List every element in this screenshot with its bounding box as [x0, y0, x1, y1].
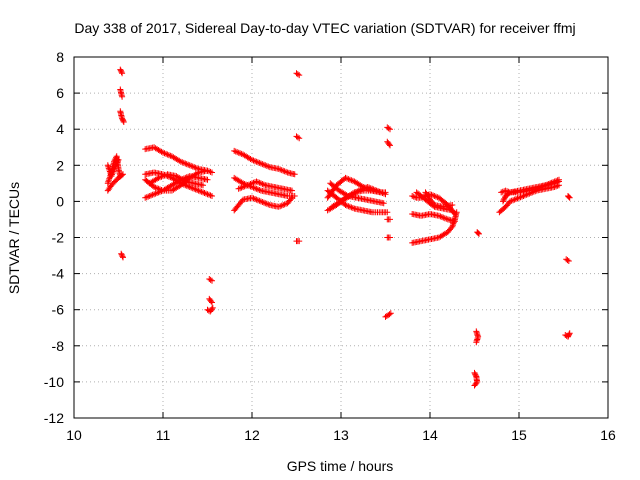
- y-tick-label: -2: [52, 230, 65, 246]
- data-series-ffmj: [104, 66, 573, 389]
- y-tick-label: 8: [56, 49, 64, 65]
- data-point-cluster: [117, 66, 126, 77]
- data-point-cluster: [104, 156, 122, 180]
- data-point-cluster: [384, 216, 393, 223]
- y-tick-label: -12: [44, 410, 64, 426]
- y-tick-label: 4: [56, 121, 64, 137]
- data-point-cluster: [104, 171, 126, 194]
- data-point-cluster: [382, 310, 394, 320]
- data-point-cluster: [231, 147, 298, 178]
- data-point-cluster: [293, 133, 303, 142]
- data-point-cluster: [422, 189, 456, 210]
- y-tick-label: -6: [52, 302, 65, 318]
- y-tick-label: 2: [56, 157, 64, 173]
- data-point-cluster: [293, 238, 303, 245]
- data-point-cluster: [384, 124, 393, 133]
- data-point-cluster: [471, 369, 481, 389]
- x-tick-label: 11: [156, 427, 171, 443]
- data-point-cluster: [474, 229, 482, 237]
- data-point-cluster: [231, 194, 295, 214]
- data-point-cluster: [206, 276, 215, 284]
- data-point-cluster: [146, 171, 206, 189]
- data-point-cluster: [563, 256, 572, 264]
- data-point-cluster: [384, 138, 393, 149]
- y-tick-label: 6: [56, 85, 64, 101]
- data-point-cluster: [293, 70, 303, 79]
- data-point-cluster: [327, 180, 387, 207]
- data-point-cluster: [235, 178, 295, 194]
- grid: [74, 57, 608, 418]
- data-point-cluster: [384, 234, 393, 241]
- y-axis-label: SDTVAR / TECUs: [6, 182, 22, 294]
- x-tick-label: 15: [511, 427, 527, 443]
- y-tick-label: 0: [56, 193, 64, 209]
- data-point-cluster: [118, 250, 126, 261]
- axis-ticks: 10 11 12 13 14 15 16 8 6 4 2 0 -2 -4 -6 -8 -10 -12: [44, 49, 616, 443]
- y-tick-label: -8: [52, 338, 65, 354]
- data-point-cluster: [409, 211, 458, 225]
- y-tick-label: -10: [44, 374, 64, 390]
- x-tick-label: 16: [600, 427, 616, 443]
- data-point-cluster: [117, 108, 127, 125]
- x-axis-label: GPS time / hours: [287, 458, 394, 474]
- x-tick-label: 14: [422, 427, 438, 443]
- data-point-cluster: [206, 295, 215, 306]
- y-tick-label: -4: [52, 266, 65, 282]
- data-point-cluster: [562, 330, 573, 340]
- x-tick-label: 10: [66, 427, 82, 443]
- x-tick-label: 13: [333, 427, 349, 443]
- data-point-cluster: [204, 304, 216, 315]
- chart-title: Day 338 of 2017, Sidereal Day-to-day VTE…: [74, 20, 575, 36]
- data-point-cluster: [117, 86, 126, 100]
- data-point-cluster: [498, 176, 562, 196]
- x-tick-label: 12: [244, 427, 260, 443]
- data-point-cluster: [473, 328, 482, 346]
- data-point-cluster: [565, 193, 573, 201]
